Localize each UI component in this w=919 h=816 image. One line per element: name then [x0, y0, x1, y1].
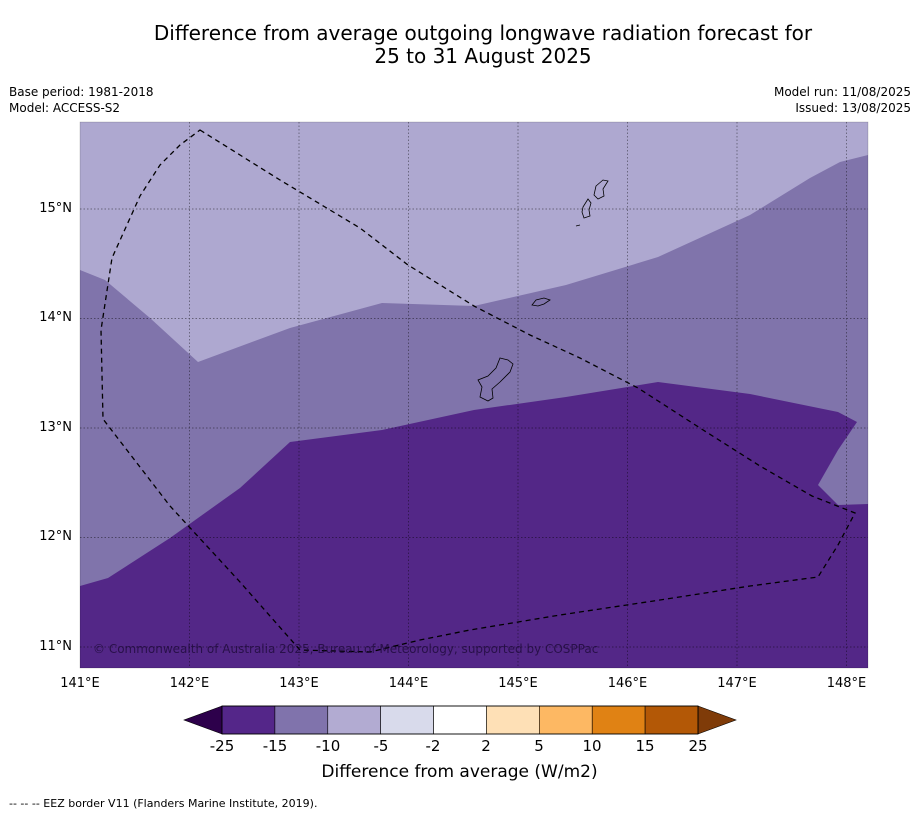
colorbar-tick-label: 10 [582, 737, 602, 755]
colorbar-swatch [539, 705, 593, 735]
model-name: Model: ACCESS-S2 [9, 101, 121, 115]
lon-label-142: 142°E [169, 676, 210, 691]
lat-label-12: 12°N [39, 529, 72, 544]
colorbar-swatch [486, 705, 540, 735]
colorbar [183, 705, 737, 735]
map-plot-area: © Commonwealth of Australia 2025, Bureau… [80, 122, 868, 668]
lat-label-13: 13°N [39, 420, 72, 435]
colorbar-tick-label: -10 [315, 737, 341, 755]
colorbar-swatch [591, 705, 646, 735]
base-period: Base period: 1981-2018 [9, 85, 154, 99]
island-rota [531, 297, 551, 307]
lat-label-15: 15°N [39, 201, 72, 216]
lat-label-14: 14°N [39, 310, 72, 325]
colorbar-tick-label: 15 [635, 737, 655, 755]
colorbar-swatch [644, 705, 699, 735]
model-run: Model run: 11/08/2025 [773, 85, 911, 99]
colorbar-under-arrow [183, 705, 223, 735]
lon-label-145: 145°E [498, 676, 538, 691]
lon-label-143: 143°E [279, 676, 319, 691]
colorbar-tick-label: -5 [373, 737, 389, 755]
colorbar-tick-label: -15 [262, 737, 288, 755]
colorbar-swatch [274, 705, 329, 735]
title-line-2: 25 to 31 August 2025 [374, 44, 592, 68]
island-tinian [581, 198, 592, 219]
meta-right: Model run: 11/08/2025 Issued: 13/08/2025 [774, 84, 911, 116]
eez-border [100, 129, 856, 653]
issued-date: Issued: 13/08/2025 [795, 101, 911, 115]
region-minus15-to-minus25 [80, 382, 868, 668]
meta-left: Base period: 1981-2018 Model: ACCESS-S2 [9, 84, 154, 116]
graticule [80, 122, 868, 668]
copyright-text: © Commonwealth of Australia 2025, Bureau… [93, 642, 598, 656]
lon-label-141: 141°E [60, 676, 100, 691]
title-line-1: Difference from average outgoing longwav… [153, 21, 813, 45]
lat-label-11: 11°N [39, 639, 72, 654]
colorbar-tick-label: 25 [688, 737, 708, 755]
lon-label-148: 148°E [826, 676, 867, 691]
colorbar-swatch [433, 705, 487, 735]
island-guam [477, 357, 514, 402]
colorbar-tick-label: 2 [481, 737, 491, 755]
chart-title: Difference from average outgoing longwav… [0, 22, 919, 68]
colorbar-over-arrow [697, 705, 737, 735]
colorbar-tick-label: 5 [534, 737, 544, 755]
lon-label-146: 146°E [607, 676, 648, 691]
colorbar-outline [221, 705, 699, 735]
colorbar-tick-label: -25 [209, 737, 235, 755]
island-aguijan [575, 224, 581, 227]
eez-legend-note: -- -- -- EEZ border V11 (Flanders Marine… [9, 797, 318, 810]
colorbar-swatch [380, 705, 434, 735]
island-saipan [593, 179, 609, 200]
colorbar-swatch [327, 705, 381, 735]
lon-label-147: 147°E [717, 676, 757, 691]
plot-frame [79, 121, 869, 669]
colorbar-swatch [221, 705, 276, 735]
lon-label-144: 144°E [388, 676, 429, 691]
colorbar-title: Difference from average (W/m2) [321, 762, 598, 782]
islands [477, 179, 609, 402]
colorbar-tick-label: -2 [425, 737, 441, 755]
